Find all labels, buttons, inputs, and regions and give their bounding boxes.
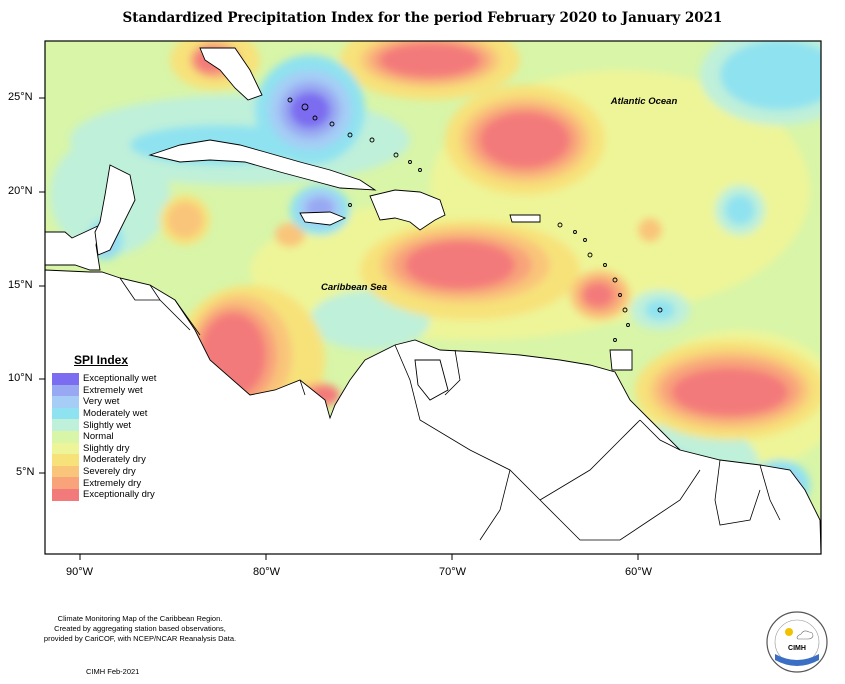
- legend-swatch: [52, 384, 79, 397]
- exc-dry-guianas: [672, 368, 788, 416]
- yucatan: [94, 164, 136, 256]
- spi-field: [45, 41, 821, 554]
- legend-item: Normal: [52, 430, 167, 443]
- footer-date: CIMH Feb-2021: [86, 667, 140, 676]
- cuba: [148, 139, 377, 191]
- legend-label: Extremely wet: [83, 384, 143, 396]
- legend-swatch: [52, 465, 79, 478]
- legend-swatch: [52, 407, 79, 420]
- footer-line: provided by CariCOF, with NCEP/NCAR Rean…: [43, 634, 237, 643]
- x-tick-label: 80°W: [253, 566, 281, 578]
- legend-item: Very wet: [52, 396, 167, 408]
- exc-dry-atlantic: [480, 112, 570, 168]
- mexico-south: [45, 224, 101, 271]
- legend-swatch: [52, 373, 79, 385]
- logo-text: CIMH: [788, 645, 806, 652]
- footer-line: Climate Monitoring Map of the Caribbean …: [57, 614, 223, 623]
- footer-credits: Climate Monitoring Map of the Caribbean …: [20, 614, 260, 644]
- jamaica: [299, 211, 347, 226]
- hispaniola: [369, 189, 446, 231]
- legend-swatch: [52, 396, 79, 408]
- legend-label: Moderately dry: [83, 454, 146, 466]
- legend-item: Extremely wet: [52, 384, 167, 397]
- legend-item: Slightly dry: [52, 442, 167, 455]
- map-title: Standardized Precipitation Index for the…: [122, 10, 723, 26]
- x-tick-label: 70°W: [439, 566, 467, 578]
- y-tick-label: 5°N: [16, 466, 35, 478]
- exc-dry-caribbean: [405, 241, 515, 289]
- legend-item: Slightly wet: [52, 419, 167, 431]
- legend-label: Exceptionally dry: [83, 489, 155, 501]
- legend-item: Moderately wet: [52, 407, 167, 420]
- legend-label: Exceptionally wet: [83, 373, 157, 385]
- x-tick-label: 60°W: [625, 566, 653, 578]
- y-tick-label: 20°N: [8, 185, 33, 197]
- legend-swatch: [52, 442, 79, 455]
- legend-swatch: [52, 488, 79, 501]
- y-tick-label: 25°N: [8, 91, 33, 103]
- legend-item: Exceptionally wet: [52, 373, 167, 385]
- legend-label: Slightly dry: [83, 442, 130, 454]
- x-tick-label: 90°W: [66, 566, 94, 578]
- aruba-curacao-peninsula: [414, 359, 449, 401]
- exc-wet-bahamas: [290, 92, 330, 128]
- footer-line: Created by aggregating station based obs…: [54, 624, 226, 633]
- axis-ticks: [39, 97, 639, 560]
- legend-label: Slightly wet: [83, 419, 132, 431]
- spi-legend: SPI Index Exceptionally wet Extremely wet…: [52, 353, 167, 501]
- borders: [119, 277, 781, 541]
- legend-label: Severely dry: [83, 466, 136, 478]
- exc-dry-north: [380, 43, 480, 77]
- florida: [199, 47, 263, 101]
- legend-swatch: [52, 430, 79, 443]
- atlantic-ocean-label: Atlantic Ocean: [610, 96, 678, 107]
- trinidad: [609, 349, 633, 371]
- legend-title: SPI Index: [74, 353, 129, 367]
- legend-label: Extremely dry: [83, 477, 142, 489]
- landmasses: [45, 47, 821, 554]
- south-america: [45, 269, 821, 554]
- legend-item: Extremely dry: [52, 477, 167, 489]
- legend-swatch: [52, 419, 79, 431]
- legend-item: Moderately dry: [52, 454, 167, 466]
- y-tick-label: 10°N: [8, 372, 33, 384]
- caribbean-sea-label: Caribbean Sea: [321, 282, 387, 293]
- legend-label: Moderately wet: [83, 408, 148, 420]
- legend-item: Severely dry: [52, 465, 167, 478]
- legend-label: Normal: [83, 431, 114, 443]
- legend-item: Exceptionally dry: [52, 488, 167, 501]
- legend-swatch: [52, 454, 79, 466]
- puerto-rico: [509, 214, 541, 223]
- y-tick-label: 15°N: [8, 279, 33, 291]
- map-frame: [44, 40, 822, 555]
- legend-swatch: [52, 477, 79, 489]
- small-islands: [287, 97, 663, 342]
- cimh-logo: CIMH: [766, 611, 828, 673]
- legend-label: Very wet: [83, 396, 120, 408]
